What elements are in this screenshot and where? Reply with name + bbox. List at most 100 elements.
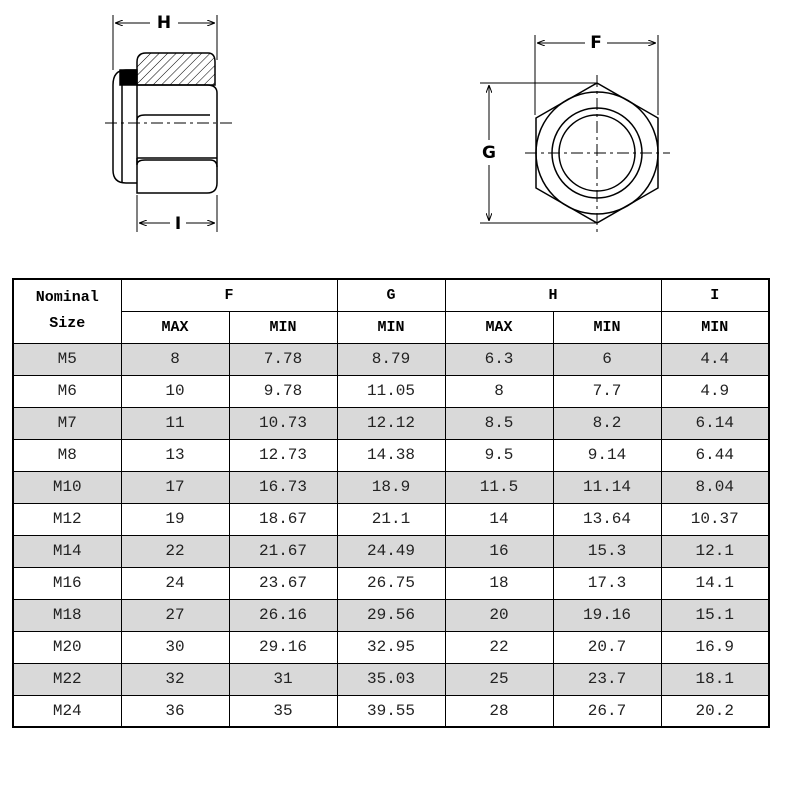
- table-row: M18 27 26.16 29.56 20 19.16 15.1: [12, 598, 770, 632]
- value-cell: 10: [120, 374, 230, 408]
- header-cell: I: [660, 278, 770, 312]
- value-cell: 15.3: [552, 534, 662, 568]
- value-cell: 29.16: [228, 630, 338, 664]
- value-cell: 26.16: [228, 598, 338, 632]
- size-cell: M14: [12, 534, 122, 568]
- value-cell: 19.16: [552, 598, 662, 632]
- table-row: M6 10 9.78 11.05 8 7.7 4.9: [12, 374, 770, 408]
- value-cell: 9.78: [228, 374, 338, 408]
- value-cell: 6: [552, 342, 662, 376]
- subheader-cell: MAX: [444, 310, 554, 344]
- value-cell: 22: [120, 534, 230, 568]
- value-cell: 28: [444, 694, 554, 728]
- value-cell: 18.1: [660, 662, 770, 696]
- subheader-cell: MIN: [660, 310, 770, 344]
- table-row: M7 11 10.73 12.12 8.5 8.2 6.14: [12, 406, 770, 440]
- value-cell: 10.37: [660, 502, 770, 536]
- size-cell: M8: [12, 438, 122, 472]
- value-cell: 11.5: [444, 470, 554, 504]
- value-cell: 16: [444, 534, 554, 568]
- header-cell: Nominal Size: [12, 278, 122, 344]
- value-cell: 23.7: [552, 662, 662, 696]
- value-cell: 20.2: [660, 694, 770, 728]
- size-cell: M20: [12, 630, 122, 664]
- value-cell: 22: [444, 630, 554, 664]
- value-cell: 9.14: [552, 438, 662, 472]
- dim-label: G: [482, 143, 496, 163]
- value-cell: 9.5: [444, 438, 554, 472]
- table-row: M12 19 18.67 21.1 14 13.64 10.37: [12, 502, 770, 536]
- value-cell: 14.1: [660, 566, 770, 600]
- value-cell: 23.67: [228, 566, 338, 600]
- value-cell: 11: [120, 406, 230, 440]
- size-cell: M18: [12, 598, 122, 632]
- value-cell: 35: [228, 694, 338, 728]
- subheader-cell: MAX: [120, 310, 230, 344]
- value-cell: 35.03: [336, 662, 446, 696]
- header-cell: H: [444, 278, 662, 312]
- value-cell: 39.55: [336, 694, 446, 728]
- side-view: [105, 15, 232, 232]
- value-cell: 14: [444, 502, 554, 536]
- value-cell: 20.7: [552, 630, 662, 664]
- value-cell: 8: [120, 342, 230, 376]
- size-cell: M10: [12, 470, 122, 504]
- value-cell: 31: [228, 662, 338, 696]
- value-cell: 7.7: [552, 374, 662, 408]
- value-cell: 17.3: [552, 566, 662, 600]
- value-cell: 16.9: [660, 630, 770, 664]
- value-cell: 24: [120, 566, 230, 600]
- value-cell: 14.38: [336, 438, 446, 472]
- value-cell: 36: [120, 694, 230, 728]
- value-cell: 4.9: [660, 374, 770, 408]
- value-cell: 18.67: [228, 502, 338, 536]
- table-row: M24 36 35 39.55 28 26.7 20.2: [12, 694, 770, 728]
- value-cell: 8.04: [660, 470, 770, 504]
- size-cell: M5: [12, 342, 122, 376]
- value-cell: 20: [444, 598, 554, 632]
- value-cell: 32.95: [336, 630, 446, 664]
- top-view: [480, 35, 670, 232]
- table-row: M22 32 31 35.03 25 23.7 18.1: [12, 662, 770, 696]
- value-cell: 21.1: [336, 502, 446, 536]
- table-row: M10 17 16.73 18.9 11.5 11.14 8.04: [12, 470, 770, 504]
- value-cell: 12.12: [336, 406, 446, 440]
- value-cell: 30: [120, 630, 230, 664]
- value-cell: 13.64: [552, 502, 662, 536]
- size-table: Nominal Size F G H I MAX MIN MIN MAX MIN MIN M5 8 7.7…: [12, 278, 770, 728]
- header-row: Nominal Size F G H I: [12, 278, 770, 344]
- size-cell: M24: [12, 694, 122, 728]
- value-cell: 18.9: [336, 470, 446, 504]
- value-cell: 26.75: [336, 566, 446, 600]
- size-cell: M12: [12, 502, 122, 536]
- size-cell: M7: [12, 406, 122, 440]
- size-cell: M22: [12, 662, 122, 696]
- value-cell: 12.1: [660, 534, 770, 568]
- dim-label: F: [590, 33, 602, 53]
- value-cell: 27: [120, 598, 230, 632]
- value-cell: 25: [444, 662, 554, 696]
- subheader-cell: MIN: [552, 310, 662, 344]
- table-row: M14 22 21.67 24.49 16 15.3 12.1: [12, 534, 770, 568]
- size-cell: M16: [12, 566, 122, 600]
- value-cell: 4.4: [660, 342, 770, 376]
- table-row: M5 8 7.78 8.79 6.3 6 4.4: [12, 342, 770, 376]
- value-cell: 7.78: [228, 342, 338, 376]
- header-cell: G: [336, 278, 446, 312]
- value-cell: 11.14: [552, 470, 662, 504]
- value-cell: 15.1: [660, 598, 770, 632]
- value-cell: 26.7: [552, 694, 662, 728]
- value-cell: 17: [120, 470, 230, 504]
- table-row: M20 30 29.16 32.95 22 20.7 16.9: [12, 630, 770, 664]
- subheader-cell: MIN: [336, 310, 446, 344]
- value-cell: 8: [444, 374, 554, 408]
- value-cell: 19: [120, 502, 230, 536]
- subheader-cell: MIN: [228, 310, 338, 344]
- value-cell: 6.44: [660, 438, 770, 472]
- value-cell: 6.14: [660, 406, 770, 440]
- value-cell: 8.5: [444, 406, 554, 440]
- value-cell: 10.73: [228, 406, 338, 440]
- value-cell: 24.49: [336, 534, 446, 568]
- dim-label: I: [175, 214, 181, 234]
